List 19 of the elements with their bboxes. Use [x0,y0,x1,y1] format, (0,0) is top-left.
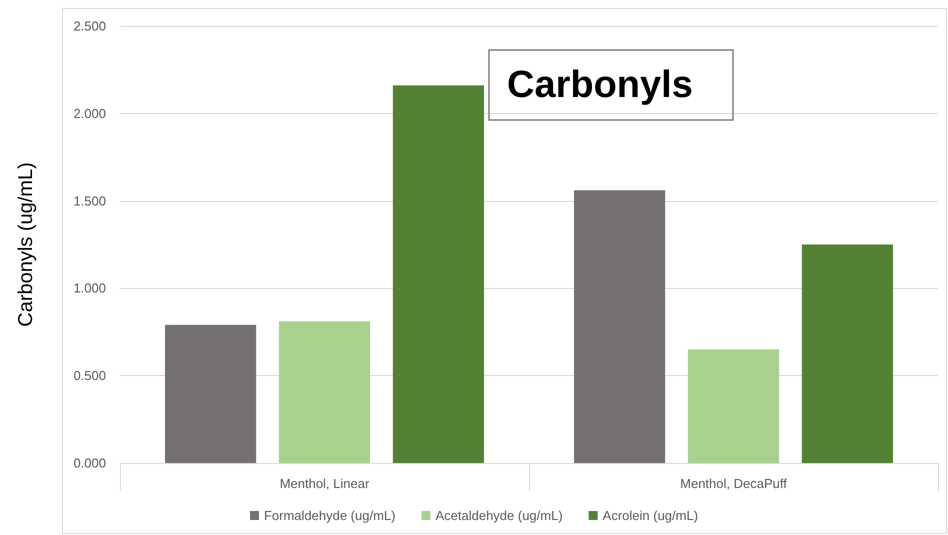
bar [164,324,256,463]
y-tick-label: 2.000 [73,106,106,121]
text: Carbonyls [507,64,693,106]
legend-label: Formaldehyde (ug/mL) [264,508,396,523]
y-tick-label: 1.000 [73,280,106,296]
x-tick-label: Menthol, DecaPuff [680,476,788,491]
x-tick-label: Menthol, Linear [280,476,370,491]
y-tick-label: 2.500 [73,18,106,34]
bar [278,321,370,463]
bar [574,190,666,463]
bar [688,349,780,463]
legend-label: Acrolein (ug/mL) [602,508,698,523]
bar [392,85,484,463]
y-axis-title: Carbonyls (ug/mL) [15,162,37,327]
y-tick-label: 0.500 [73,368,106,384]
bar [802,244,894,463]
legend-label: Acetaldehyde (ug/mL) [435,508,563,523]
y-tick-label: 0.000 [73,456,106,470]
y-tick-label: 1.500 [73,193,106,208]
